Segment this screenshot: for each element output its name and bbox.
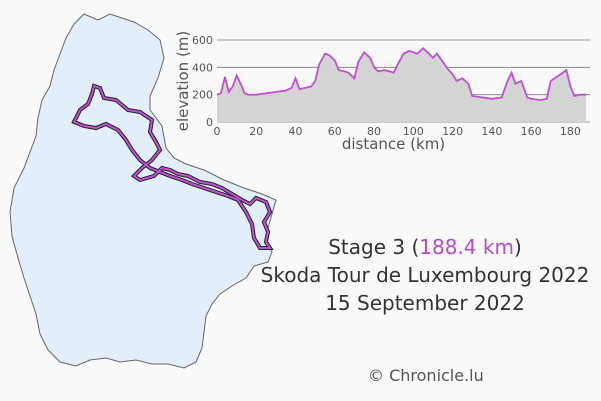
credit-line: © Chronicle.lu bbox=[368, 366, 484, 385]
x-tick-label: 0 bbox=[214, 125, 221, 138]
stage-distance: 188.4 km bbox=[419, 235, 514, 259]
y-tick-labels: 0 200 400 600 bbox=[192, 34, 213, 129]
x-tick-label: 140 bbox=[481, 125, 502, 138]
x-tick-labels: 0 20 40 60 80 100 120 140 160 180 bbox=[214, 125, 581, 138]
credit-text: Chronicle.lu bbox=[389, 366, 484, 385]
x-tick-label: 20 bbox=[249, 125, 263, 138]
x-axis-label: distance (km) bbox=[342, 135, 445, 153]
x-tick-label: 80 bbox=[367, 125, 381, 138]
luxembourg-country-shape bbox=[9, 13, 277, 369]
copyright-icon: © bbox=[368, 366, 384, 385]
race-date: 15 September 2022 bbox=[325, 291, 525, 315]
y-tick-label: 600 bbox=[192, 34, 213, 47]
elevation-profile-chart: 0 20 40 60 80 100 120 140 160 180 0 200 400 600 dist… bbox=[174, 31, 590, 153]
elevation-area bbox=[217, 48, 587, 123]
y-tick-label: 400 bbox=[192, 61, 213, 74]
x-tick-label: 100 bbox=[403, 125, 424, 138]
stage-caption: Stage 3 (188.4 km) bbox=[240, 234, 601, 260]
x-tick-label: 40 bbox=[289, 125, 303, 138]
stage-suffix: ) bbox=[513, 235, 522, 259]
race-name: Skoda Tour de Luxembourg 2022 bbox=[260, 263, 590, 287]
elevation-line bbox=[216, 46, 587, 102]
stage-prefix: Stage 3 ( bbox=[328, 235, 420, 259]
y-tick-label: 200 bbox=[192, 89, 213, 102]
x-tick-label: 120 bbox=[442, 125, 463, 138]
x-tick-label: 180 bbox=[560, 125, 581, 138]
y-tick-label: 0 bbox=[206, 116, 213, 129]
x-tick-label: 160 bbox=[521, 125, 542, 138]
y-axis-label: elevation (m) bbox=[174, 31, 192, 132]
route-line bbox=[72, 84, 272, 249]
x-tick-label: 60 bbox=[328, 125, 342, 138]
